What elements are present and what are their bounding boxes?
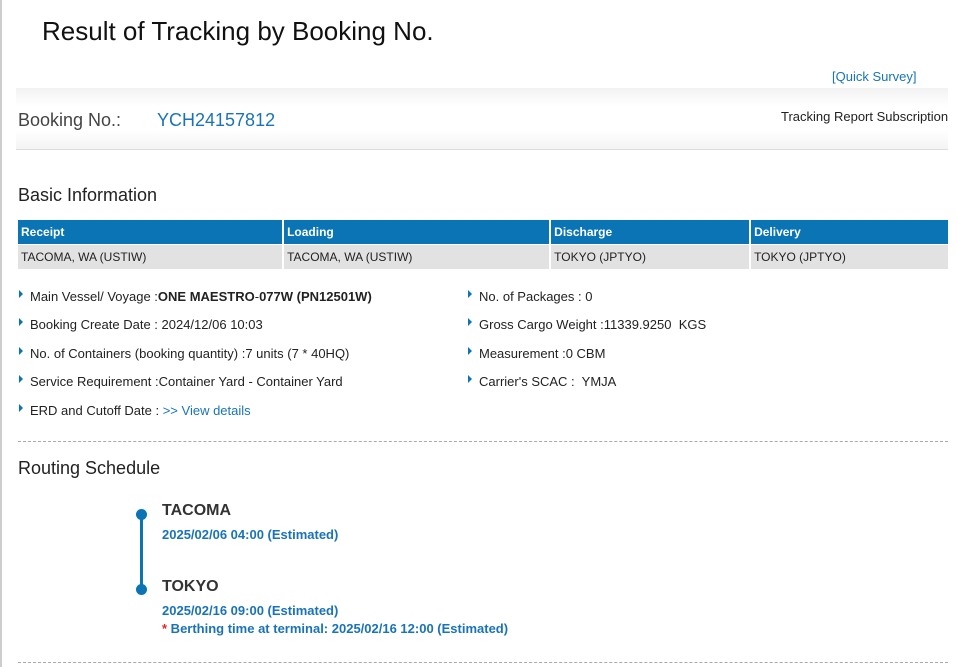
tracking-report-subscription-link[interactable]: Tracking Report Subscription bbox=[781, 109, 949, 124]
carrier-scac: Carrier's SCAC : YMJA bbox=[468, 374, 616, 389]
divider bbox=[18, 441, 948, 442]
timeline-dot-icon bbox=[136, 509, 147, 520]
timeline-line bbox=[140, 514, 143, 590]
booking-label: Booking No.: bbox=[18, 110, 122, 130]
col-loading: Loading bbox=[283, 220, 552, 244]
no-of-containers: No. of Containers (booking quantity) :7 … bbox=[19, 346, 349, 361]
booking-band bbox=[16, 88, 948, 150]
berthing-note: * Berthing time at terminal: 2025/02/16 … bbox=[162, 621, 509, 636]
quick-survey-link[interactable]: [Quick Survey] bbox=[832, 69, 917, 84]
erd-cutoff-date: ERD and Cutoff Date : >> View details bbox=[19, 403, 251, 418]
bullet-icon bbox=[468, 289, 472, 298]
timeline-dot-icon bbox=[136, 584, 147, 595]
bullet-icon bbox=[19, 403, 23, 412]
table-row: TACOMA, WA (USTIW) TACOMA, WA (USTIW) TO… bbox=[18, 243, 948, 269]
gross-cargo-weight: Gross Cargo Weight :11339.9250 KGS bbox=[468, 317, 706, 332]
delivery-value: TOKYO (JPTYO) bbox=[750, 243, 948, 269]
routing-schedule-heading: Routing Schedule bbox=[18, 458, 161, 478]
bullet-icon bbox=[19, 289, 23, 298]
view-details-link[interactable]: >> View details bbox=[162, 403, 251, 418]
page-title: Result of Tracking by Booking No. bbox=[42, 16, 434, 46]
stop-time: 2025/02/16 09:00 (Estimated) bbox=[162, 603, 339, 618]
booking-create-date: Booking Create Date : 2024/12/06 10:03 bbox=[19, 317, 263, 332]
loading-value: TACOMA, WA (USTIW) bbox=[283, 243, 552, 269]
no-of-packages: No. of Packages : 0 bbox=[468, 289, 592, 304]
measurement: Measurement :0 CBM bbox=[468, 346, 605, 361]
bullet-icon bbox=[19, 317, 23, 326]
bullet-icon bbox=[19, 346, 23, 355]
bullet-icon bbox=[468, 346, 472, 355]
main-vessel-voyage: Main Vessel/ Voyage : ONE MAESTRO - 077W… bbox=[19, 289, 372, 304]
receipt-value: TACOMA, WA (USTIW) bbox=[18, 243, 285, 269]
basic-information-heading: Basic Information bbox=[18, 185, 158, 205]
col-receipt: Receipt bbox=[18, 220, 285, 244]
bullet-icon bbox=[468, 317, 472, 326]
divider bbox=[18, 662, 948, 663]
discharge-value: TOKYO (JPTYO) bbox=[550, 243, 752, 269]
table-header: Receipt Loading Discharge Delivery bbox=[18, 220, 948, 244]
col-delivery: Delivery bbox=[750, 220, 948, 244]
bullet-icon bbox=[19, 374, 23, 383]
service-requirement: Service Requirement :Container Yard - Co… bbox=[19, 374, 343, 389]
stop-port: TACOMA bbox=[162, 502, 232, 519]
stop-port: TOKYO bbox=[162, 578, 219, 595]
stop-time: 2025/02/06 04:00 (Estimated) bbox=[162, 527, 339, 542]
booking-number: YCH24157812 bbox=[157, 110, 276, 130]
col-discharge: Discharge bbox=[550, 220, 752, 244]
location-table: Receipt Loading Discharge Delivery TACOM… bbox=[18, 220, 948, 269]
bullet-icon bbox=[468, 374, 472, 383]
